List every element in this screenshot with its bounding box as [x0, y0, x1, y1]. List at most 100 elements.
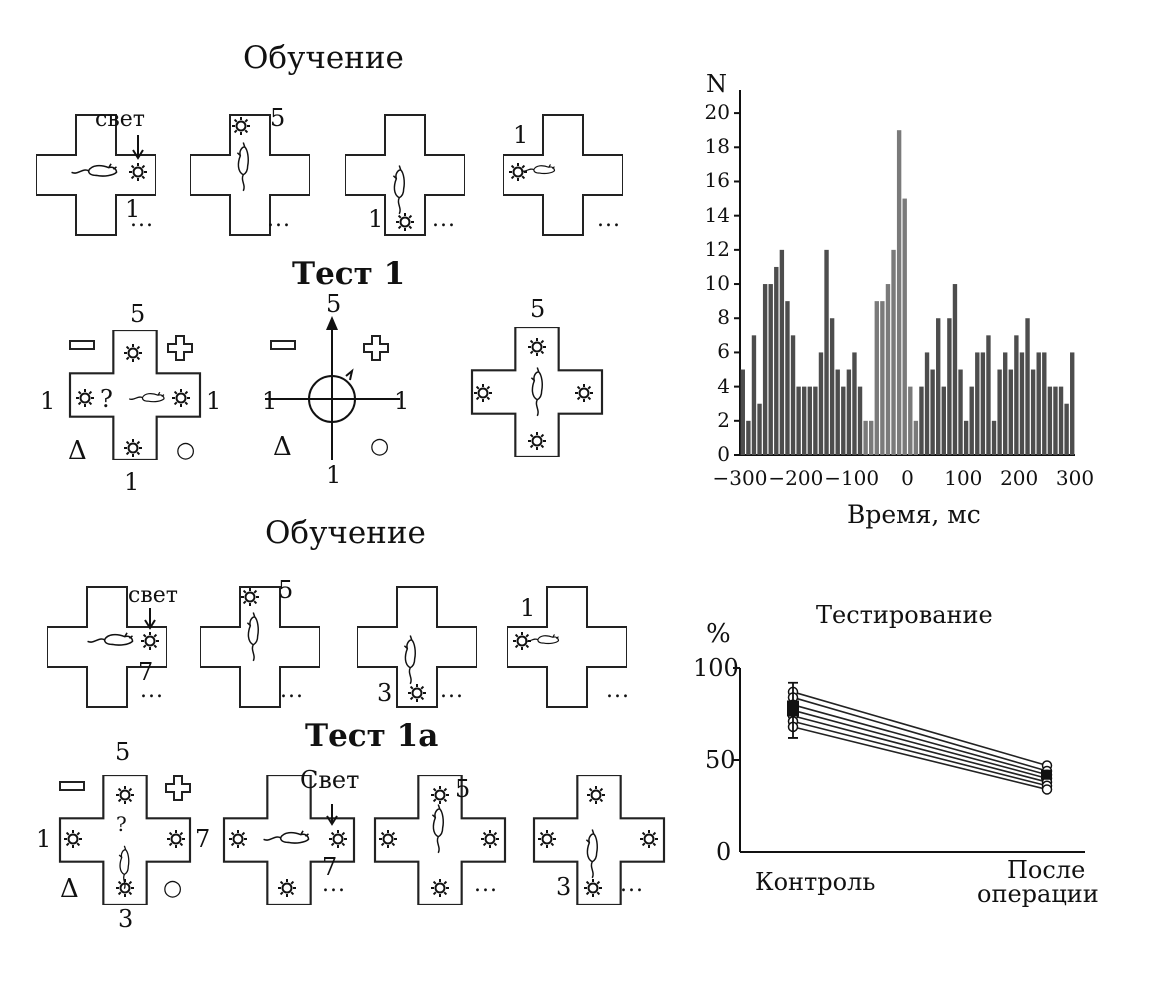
hist-y-tick-label: 14: [704, 202, 730, 227]
hist-bar: [796, 386, 801, 455]
hist-bar: [774, 266, 779, 455]
num-top-p4: 1: [513, 121, 529, 149]
test1a-n1: 1: [36, 825, 52, 853]
hist-bar: [997, 369, 1002, 455]
minus-icon: [69, 340, 95, 350]
title-test1a: Тест 1а: [305, 718, 439, 754]
hist-bar: [762, 284, 768, 455]
hist-bar: [941, 386, 946, 455]
hist-bar: [1008, 369, 1013, 455]
num-bottom-p2: 5: [278, 576, 294, 604]
ellipsis: ...: [597, 207, 621, 232]
num-top-p1: 1: [125, 195, 141, 223]
hist-x-tick-label: 0: [901, 466, 914, 490]
test-y-tick-0: 0: [716, 838, 732, 866]
triangle-icon: Δ: [273, 432, 292, 462]
hist-bar: [790, 335, 796, 455]
hist-bar: [958, 369, 963, 455]
test1a-p4-n3: 3: [556, 873, 572, 901]
axis-n1-left: 1: [262, 387, 278, 415]
series-line: [792, 691, 1048, 767]
hist-bar: [846, 369, 852, 455]
hist-bar: [835, 369, 840, 455]
ellipsis: ...: [280, 678, 304, 703]
circle-icon: ○: [176, 438, 196, 463]
hist-bar: [924, 352, 930, 455]
light-label-test1a: Свет: [300, 766, 360, 794]
triangle-icon: Δ: [60, 874, 79, 904]
hist-bar: [891, 249, 896, 455]
hist-bar: [908, 386, 913, 455]
test-y-tick-100: 100: [693, 654, 739, 682]
hist-bar: [880, 301, 885, 455]
hist-bar: [785, 301, 790, 455]
hist-bar: [768, 284, 773, 455]
maze-test1-right: [470, 327, 604, 457]
testing-line-chart: [733, 667, 1085, 853]
test-x-label-after-2: операции: [977, 880, 1099, 908]
hist-bar: [980, 352, 986, 455]
hist-bar: [947, 318, 952, 455]
num-bottom-p3: 3: [377, 679, 393, 707]
hist-y-tick-label: 8: [717, 305, 730, 330]
after-mean-marker: [1041, 769, 1052, 780]
hist-bar: [874, 301, 879, 455]
hist-y-tick-label: 6: [717, 339, 730, 364]
ellipsis: ...: [140, 678, 164, 703]
hist-bar: [757, 403, 762, 455]
hist-bar: [1030, 369, 1036, 455]
title-test1: Тест 1: [292, 256, 406, 292]
minus-icon: [59, 781, 85, 791]
series-line: [792, 709, 1048, 780]
hist-y-tick-label: 20: [704, 100, 730, 125]
hist-y-tick-label: 18: [704, 134, 730, 159]
hist-y-tick-label: 2: [717, 407, 730, 432]
ellipsis: ...: [432, 207, 456, 232]
test1-question: ?: [100, 385, 113, 413]
hist-bar: [1036, 352, 1041, 455]
num-bottom-p4: 1: [520, 594, 536, 622]
test1a-n5: 5: [115, 738, 131, 766]
hist-bar: [975, 352, 980, 455]
hist-bar: [1058, 386, 1064, 455]
ellipsis: ...: [130, 207, 154, 232]
maze-top-2: [190, 113, 310, 237]
ellipsis: ...: [322, 872, 346, 897]
hist-bar: [802, 386, 807, 455]
test-x-label-control: Контроль: [755, 868, 876, 896]
hist-x-tick-label: −200: [768, 466, 824, 490]
hist-bar: [740, 369, 745, 455]
triangle-icon: Δ: [68, 436, 87, 466]
hist-bar: [963, 420, 969, 455]
hist-bar: [829, 318, 835, 455]
maze-bottom-1: [47, 585, 167, 709]
test1-n1-left: 1: [40, 387, 56, 415]
hist-bar: [779, 249, 785, 455]
hist-bar: [841, 386, 846, 455]
hist-bar: [936, 318, 941, 455]
hist-bar: [1014, 335, 1019, 455]
hist-bar: [1047, 386, 1053, 455]
ellipsis: ...: [474, 872, 498, 897]
circle-icon: ○: [163, 876, 183, 901]
hist-bar: [818, 352, 824, 455]
test-x-label-after-1: После: [1007, 856, 1086, 884]
light-label-top: свет: [95, 107, 145, 132]
test-title: Тестирование: [816, 601, 993, 629]
series-line: [792, 720, 1048, 787]
test1a-question: ?: [116, 812, 127, 836]
hist-x-label: Время, мс: [847, 500, 981, 529]
num-top-p3: 1: [368, 205, 384, 233]
hist-y-tick-label: 10: [704, 271, 730, 296]
hist-y-label: N: [706, 70, 727, 98]
hist-x-tick-label: −100: [824, 466, 880, 490]
maze-test1-left: [68, 330, 202, 460]
test1-n5: 5: [130, 300, 146, 328]
num-top-p2: 5: [270, 104, 286, 132]
series-line: [792, 715, 1048, 783]
maze-test1a-2: [222, 775, 356, 905]
hist-bar: [1070, 352, 1075, 455]
hist-bar: [1042, 352, 1047, 455]
ellipsis: ...: [440, 678, 464, 703]
